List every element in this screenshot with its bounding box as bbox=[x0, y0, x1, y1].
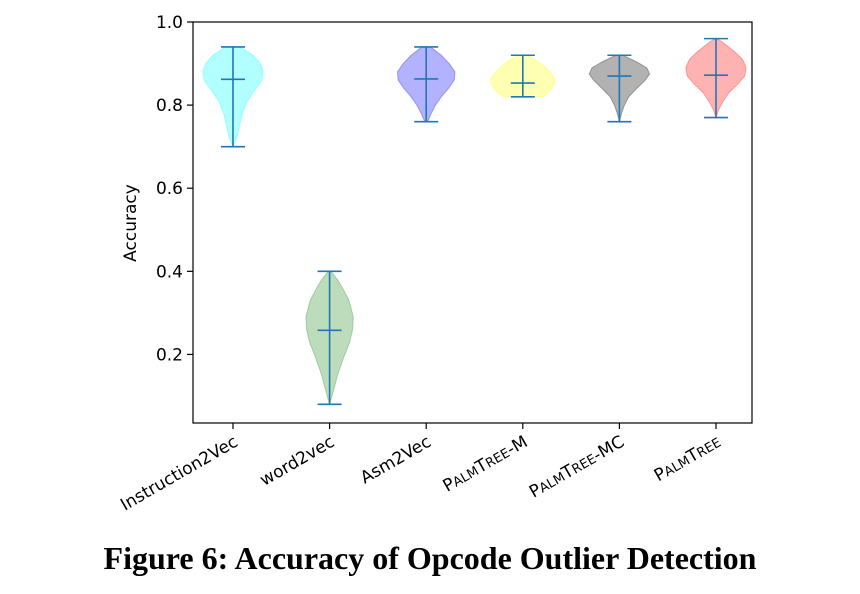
x-axis: Instruction2Vec word2vec Asm2Vec PALMTREE-M… bbox=[117, 423, 724, 515]
y-tick-label: 0.8 bbox=[156, 96, 183, 116]
figure-caption: Figure 6: Accuracy of Opcode Outlier Det… bbox=[103, 540, 757, 576]
y-tick-label: 0.2 bbox=[156, 345, 183, 365]
y-axis-label: Accuracy bbox=[121, 184, 141, 262]
y-tick-label: 1.0 bbox=[156, 13, 183, 33]
y-axis: 0.2 0.4 0.6 0.8 1.0 bbox=[156, 13, 193, 365]
y-tick-label: 0.4 bbox=[156, 262, 183, 282]
x-tick-label: word2vec bbox=[257, 432, 338, 491]
x-tick-label: Instruction2Vec bbox=[117, 432, 241, 515]
x-tick-label: PALMTREE-M bbox=[440, 432, 532, 496]
stat-lines-group bbox=[221, 37, 728, 406]
x-tick-label: PALMTREE bbox=[651, 432, 725, 486]
y-tick-label: 0.6 bbox=[156, 179, 183, 199]
plot-frame bbox=[192, 21, 753, 424]
x-tick-label: Asm2Vec bbox=[357, 432, 435, 488]
violin-chart: 0.2 0.4 0.6 0.8 1.0 Instruction2Vec word2vec A… bbox=[117, 13, 753, 515]
violin-group bbox=[202, 38, 747, 407]
x-tick-label: PALMTREE-MC bbox=[526, 432, 628, 502]
